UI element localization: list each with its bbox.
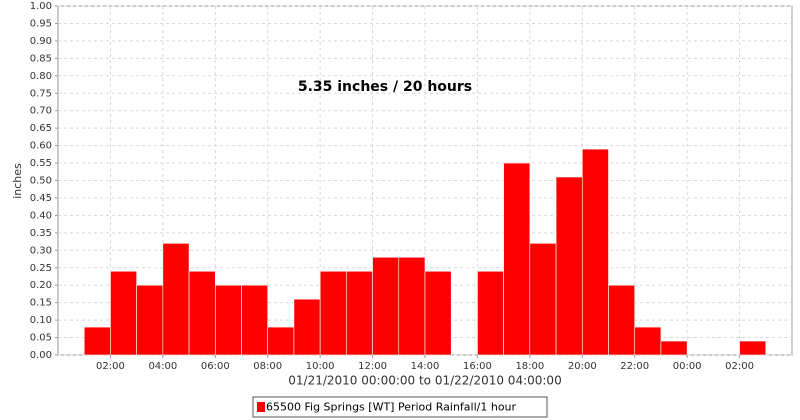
- x-tick-label: 06:00: [201, 361, 230, 372]
- y-tick-label: 0.90: [30, 36, 52, 47]
- y-tick-label: 0.25: [30, 263, 52, 274]
- y-tick-label: 0.45: [30, 193, 52, 204]
- bar: [83, 326, 111, 356]
- y-tick-label: 0.60: [30, 141, 52, 152]
- bar: [136, 284, 164, 356]
- x-tick-label: 08:00: [253, 361, 282, 372]
- bar: [346, 270, 373, 356]
- bar: [398, 256, 426, 356]
- x-tick-label: 00:00: [673, 361, 702, 372]
- x-tick-label: 22:00: [620, 361, 649, 372]
- y-tick-label: 0.35: [30, 228, 52, 239]
- y-tick-label: 0.50: [30, 176, 52, 187]
- bar: [188, 270, 216, 356]
- legend-swatch: [257, 402, 265, 412]
- bar: [372, 256, 400, 356]
- bar: [293, 298, 321, 356]
- bar: [503, 162, 531, 356]
- x-tick-label: 02:00: [96, 361, 125, 372]
- y-tick-label: 0.15: [30, 298, 52, 309]
- bar: [267, 326, 295, 356]
- bar: [319, 270, 347, 356]
- x-tick-label: 20:00: [568, 361, 597, 372]
- x-axis-label: 01/21/2010 00:00:00 to 01/22/2010 04:00:…: [288, 374, 561, 388]
- y-tick-label: 0.95: [30, 18, 52, 29]
- bar: [241, 284, 269, 356]
- bar: [162, 243, 190, 356]
- y-tick-label: 0.20: [30, 280, 52, 291]
- legend-label: 65500 Fig Springs [WT] Period Rainfall/1…: [266, 401, 517, 414]
- bars: [83, 148, 767, 356]
- y-tick-label: 0.40: [30, 210, 52, 221]
- x-tick-label: 14:00: [411, 361, 440, 372]
- y-axis-label: inches: [11, 163, 24, 199]
- bar: [110, 270, 137, 356]
- x-tick-label: 02:00: [725, 361, 754, 372]
- y-tick-label: 0.75: [30, 88, 52, 99]
- bar: [581, 148, 609, 356]
- x-tick-label: 12:00: [358, 361, 387, 372]
- bar: [529, 243, 557, 356]
- y-tick-label: 0.80: [30, 71, 52, 82]
- y-tick-label: 0.85: [30, 53, 52, 64]
- y-tick-label: 0.00: [30, 350, 52, 361]
- y-tick-label: 0.65: [30, 123, 52, 134]
- y-tick-label: 0.55: [30, 158, 52, 169]
- bar: [477, 270, 504, 356]
- y-tick-label: 0.30: [30, 245, 52, 256]
- bar: [608, 284, 636, 356]
- x-tick-label: 18:00: [515, 361, 544, 372]
- y-tick-label: 0.70: [30, 106, 52, 117]
- bar: [739, 340, 767, 356]
- bar: [424, 270, 452, 356]
- bar: [634, 326, 662, 356]
- x-tick-label: 04:00: [148, 361, 177, 372]
- y-tick-label: 1.00: [30, 1, 52, 12]
- x-tick-label: 10:00: [306, 361, 335, 372]
- bar: [660, 340, 688, 356]
- y-tick-label: 0.10: [30, 315, 52, 326]
- legend-box: [252, 396, 548, 418]
- bar: [555, 176, 583, 356]
- x-tick-label: 16:00: [463, 361, 492, 372]
- chart-title: 5.35 inches / 20 hours: [298, 79, 472, 95]
- y-tick-label: 0.05: [30, 333, 52, 344]
- bar: [214, 284, 242, 356]
